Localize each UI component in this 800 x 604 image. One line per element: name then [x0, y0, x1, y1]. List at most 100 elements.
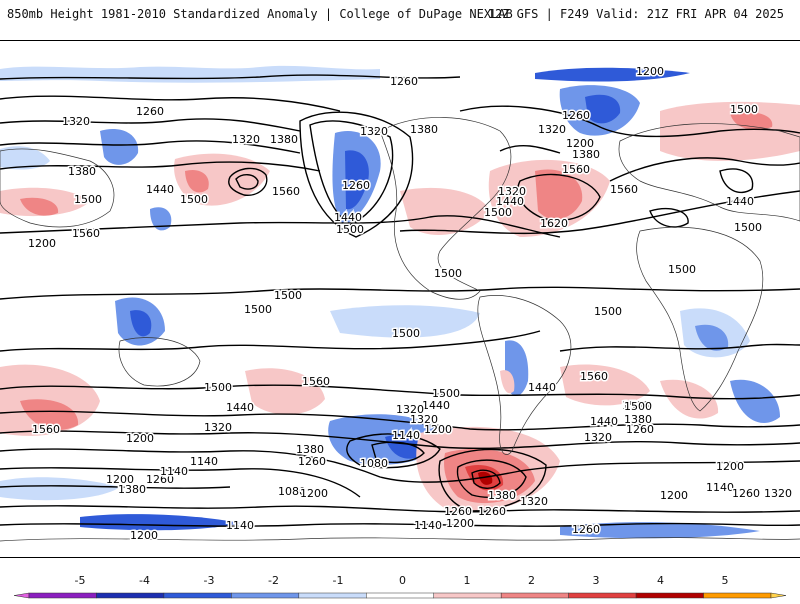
legend-tick-label: 5: [722, 574, 729, 587]
header-bar: 850mb Height 1981-2010 Standardized Anom…: [0, 0, 800, 38]
contour-label: 1140: [160, 465, 188, 478]
contour-line: [459, 105, 800, 138]
contour-label: 1560: [272, 185, 300, 198]
coastline-australia: [118, 337, 201, 387]
contour-label: 1320: [764, 487, 792, 500]
contour-label: 1200: [566, 137, 594, 150]
contour-label: 1320: [396, 403, 424, 416]
legend-swatch: [28, 592, 97, 599]
contour-label: 1440: [528, 381, 556, 394]
coastline-antarctica: [0, 537, 800, 542]
model-run-info: 12Z GFS | F249 Valid: 21Z FRI APR 04 202…: [487, 7, 784, 21]
contour-line: [0, 505, 800, 513]
contour-label: 1140: [226, 519, 254, 532]
legend-swatch: [635, 592, 704, 599]
contour-label: 1560: [610, 183, 638, 196]
contour-line: [0, 215, 561, 238]
contour-label: 1200: [424, 423, 452, 436]
contour-label: 1440: [226, 401, 254, 414]
anomaly-negative-region: [345, 150, 369, 210]
contour-label: 1440: [590, 415, 618, 428]
contour-label: 1200: [130, 529, 158, 542]
contour-label: 1320: [204, 421, 232, 434]
contour-line: [609, 157, 800, 182]
contour-label: 1260: [444, 505, 472, 518]
anomaly-positive-region: [500, 370, 515, 394]
contour-label: 1380: [118, 483, 146, 496]
contour-label: 1560: [302, 375, 330, 388]
contour-label: 1440: [422, 399, 450, 412]
legend-swatch: [703, 592, 772, 599]
color-scale-legend: -5 -4 -3 -2 -1 0 1 2 3 4 5: [0, 570, 800, 600]
anomaly-negative-region: [730, 379, 780, 423]
anomaly-negative-region: [330, 305, 480, 338]
contour-line: [499, 145, 561, 154]
contour-label: 1080: [278, 485, 306, 498]
contour-label: 1260: [626, 423, 654, 436]
contour-label: 1320: [360, 125, 388, 138]
contour-label: 1080: [360, 457, 388, 470]
anomaly-negative-region: [535, 67, 690, 82]
contour-label: 1140: [706, 481, 734, 494]
contour-label: 1380: [270, 133, 298, 146]
contour-label: 1200: [106, 473, 134, 486]
coastline-africa: [636, 226, 764, 412]
contour-label: 1500: [730, 103, 758, 116]
contour-label: 1500: [392, 327, 420, 340]
anomaly-positive-region: [478, 471, 493, 485]
legend-tick-label: -3: [204, 574, 215, 587]
legend-swatch: [366, 592, 434, 599]
map-canvas: 1200 1260 1260 1320 1380 1440 1500 1560 …: [0, 64, 800, 544]
contour-label: 1500: [668, 263, 696, 276]
coastlines: [0, 117, 800, 542]
contour-label-layer: 1200 1260 1260 1320 1380 1440 1500 1560 …: [27, 64, 794, 544]
contour-label: 1260: [298, 455, 326, 468]
legend-swatch: [96, 592, 165, 599]
contour-line: [0, 140, 301, 154]
height-contours: [0, 74, 800, 527]
legend-arrow-high: [770, 592, 787, 599]
anomaly-positive-region: [660, 379, 719, 419]
anomaly-negative-region: [80, 514, 240, 531]
legend-tick-label: 2: [528, 574, 535, 587]
coastline-north-america: [379, 117, 512, 300]
contour-label: 1500: [734, 221, 762, 234]
contour-line: [649, 207, 689, 228]
anomaly-positive-region: [174, 153, 270, 206]
contour-line: [0, 410, 800, 431]
contour-label: 1380: [296, 443, 324, 456]
contour-label: 1440: [726, 195, 754, 208]
contour-line: [438, 448, 547, 512]
anomaly-negative-region: [0, 65, 380, 83]
legend-bar: -5 -4 -3 -2 -1 0 1 2 3 4 5: [13, 574, 787, 599]
contour-line: [399, 190, 800, 235]
contour-label: 1320: [232, 133, 260, 146]
contour-label: 1500: [336, 223, 364, 236]
anomaly-negative-region: [560, 522, 760, 539]
contour-line: [228, 167, 268, 196]
legend-tick-label: -2: [268, 574, 279, 587]
map-title: 850mb Height 1981-2010 Standardized Anom…: [7, 7, 513, 21]
contour-label: 1200: [28, 237, 56, 250]
contour-label: 1200: [636, 65, 664, 78]
contour-line: [719, 168, 754, 194]
contour-label: 1440: [496, 195, 524, 208]
legend-swatch: [568, 592, 637, 599]
anomaly-positive-region: [535, 169, 583, 220]
legend-tick-label: -1: [333, 574, 344, 587]
legend-ticks: -5 -4 -3 -2 -1 0 1 2 3 4 5: [75, 574, 729, 587]
contour-label: 1260: [146, 473, 174, 486]
contour-line: [0, 384, 800, 400]
contour-label: 1320: [584, 431, 612, 444]
contour-line: [299, 111, 414, 238]
contour-label: 1380: [624, 413, 652, 426]
contour-line: [309, 120, 394, 226]
contour-label: 1500: [484, 206, 512, 219]
contour-label: 1380: [410, 123, 438, 136]
contour-label: 1320: [62, 115, 90, 128]
legend-tick-label: 4: [657, 574, 664, 587]
contour-line: [456, 459, 527, 498]
world-map: 1200 1260 1260 1320 1380 1440 1500 1560 …: [0, 40, 800, 558]
legend-swatch: [433, 592, 502, 599]
contour-line: [0, 286, 800, 300]
